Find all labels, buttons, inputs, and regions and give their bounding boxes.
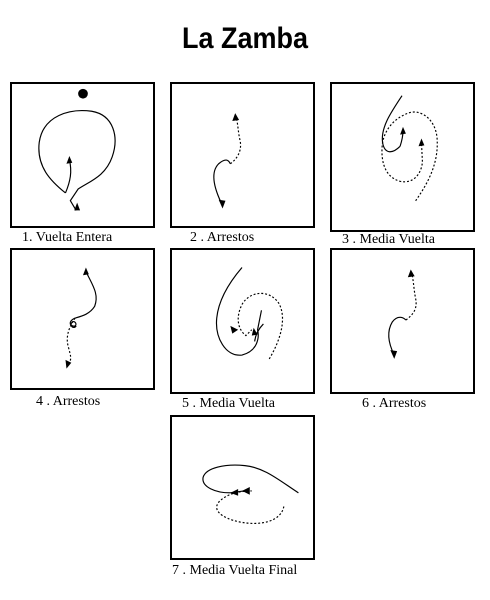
figure-5-path-diagram	[215, 267, 283, 360]
figure-7-panel	[170, 415, 315, 560]
figure-3-caption: 3 . Media Vuelta	[342, 232, 435, 247]
page-title: La Zamba	[181, 22, 309, 55]
figure-3-panel	[330, 82, 475, 232]
figure-4-path-diagram	[65, 267, 97, 369]
figure-4-panel	[10, 248, 155, 390]
figure-7-path-diagram	[202, 464, 299, 525]
figure-1-panel	[10, 82, 155, 228]
figure-1-path-diagram	[38, 88, 116, 211]
figure-1-caption: 1. Vuelta Entera	[22, 230, 113, 245]
figure-2-path-diagram	[213, 113, 242, 209]
figure-3-path-diagram	[381, 95, 438, 202]
figure-5-caption: 5 . Media Vuelta	[182, 396, 275, 411]
figure-4-caption: 4 . Arrestos	[36, 394, 101, 409]
figure-7-caption: 7 . Media Vuelta Final	[172, 563, 298, 578]
figure-6-caption: 6 . Arrestos	[362, 396, 427, 411]
figure-6-path-diagram	[388, 269, 417, 359]
figure-2-panel	[170, 82, 315, 228]
figure-2-caption: 2 . Arrestos	[190, 230, 255, 245]
figure-5-panel	[170, 248, 315, 394]
figure-6-panel	[330, 248, 475, 394]
